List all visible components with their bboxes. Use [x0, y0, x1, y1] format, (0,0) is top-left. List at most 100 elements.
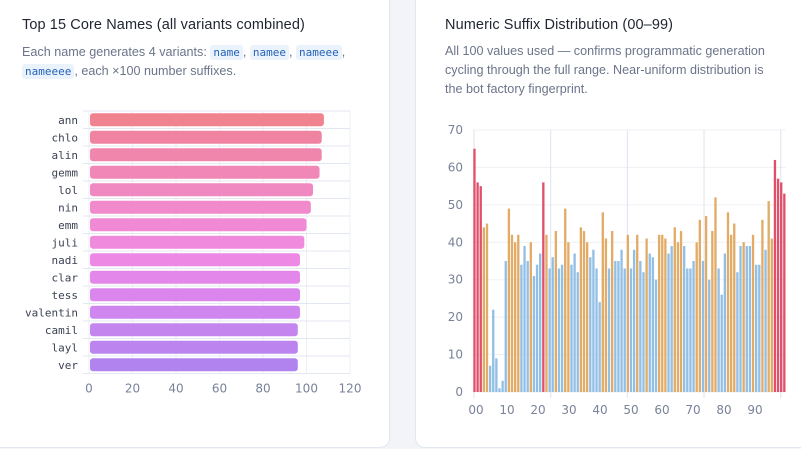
suffix-bar: [501, 380, 504, 392]
suffix-bar: [564, 208, 567, 392]
x-tick-label: 120: [339, 382, 362, 396]
suffix-bar: [495, 358, 498, 392]
suffix-bar: [723, 253, 727, 392]
suffix-bar: [614, 261, 617, 392]
top-names-bar-chart: 0 20 40 60 80 100 120 ann chlo alin gemm lol nin emm j…: [25, 110, 362, 396]
suffix-distribution-description: All 100 values used — confirms programma…: [445, 44, 765, 96]
y-category-label: camil: [45, 324, 78, 337]
suffix-bar: [751, 234, 755, 392]
top-names-description: Each name generates 4 variants: name, na…: [22, 45, 346, 79]
suffix-bar: [482, 227, 486, 392]
suffix-bar: [545, 234, 548, 392]
suffix-bar: [560, 264, 564, 392]
suffix-bar: [761, 219, 764, 392]
suffix-bar: [726, 212, 730, 392]
suffix-bar: [589, 257, 592, 392]
suffix-bar: [607, 268, 611, 392]
top-names-title: Top 15 Core Names (all variants combined…: [22, 17, 305, 33]
x-tick-label: 80: [255, 382, 270, 396]
name-bar: [90, 323, 298, 337]
desc-suffix: , each ×100 number suffixes.: [74, 64, 237, 78]
suffix-bar: [529, 242, 532, 392]
x-tick-label: 0: [85, 382, 93, 396]
suffix-bar: [604, 238, 608, 392]
suffix-bar: [657, 234, 661, 392]
suffix-bar: [701, 261, 705, 392]
suffix-distribution-title: Numeric Suffix Distribution (00–99): [445, 17, 674, 33]
suffix-bar: [758, 264, 761, 392]
y-category-label: juli: [52, 236, 79, 249]
suffix-bar: [704, 216, 708, 392]
suffix-bar: [539, 253, 542, 392]
name-bar: [90, 218, 307, 232]
name-bar: [90, 340, 298, 354]
y-tick-label: 30: [448, 273, 463, 287]
suffix-bar: [645, 238, 648, 392]
suffix-bar: [576, 272, 579, 392]
suffix-bar: [492, 309, 495, 392]
suffix-bar: [676, 242, 680, 392]
suffix-bar: [585, 242, 589, 392]
name-bar: [90, 358, 298, 372]
y-category-label: lol: [58, 184, 78, 197]
y-category-label: tess: [52, 289, 79, 302]
name-bar: [90, 200, 311, 214]
suffix-bar: [679, 231, 683, 392]
suffix-bar: [648, 253, 651, 392]
suffix-bar: [654, 279, 658, 392]
y-tick-label: 20: [448, 310, 463, 324]
suffix-bar: [708, 279, 711, 392]
y-category-label: ann: [58, 114, 78, 127]
suffix-bar: [686, 268, 689, 392]
suffix-bar: [742, 242, 745, 392]
suffix-bar: [548, 268, 551, 392]
y-category-label: clar: [52, 271, 79, 284]
suffix-bar: [476, 182, 479, 392]
y-tick-label: 60: [448, 160, 463, 174]
suffix-bar: [711, 231, 714, 392]
suffix-bar: [582, 231, 586, 392]
suffix-bar: [488, 365, 492, 392]
x-tick-label: 20: [530, 403, 545, 417]
suffix-bar: [551, 257, 554, 392]
suffix-bar: [573, 253, 576, 392]
suffix-bar: [513, 242, 517, 392]
x-tick-label: 00: [468, 403, 483, 417]
suffix-bar: [542, 182, 545, 392]
suffix-bar: [776, 178, 780, 392]
suffix-bar: [598, 302, 601, 392]
x-tick-label: 40: [168, 382, 183, 396]
suffix-bar: [748, 246, 752, 392]
suffix-bar: [636, 234, 639, 392]
suffix-histogram: 0 10 20 30 40 50 60 70 00 10 20 30 40 50 60 70 80 90: [448, 123, 786, 417]
suffix-bar: [773, 159, 777, 392]
suffix-bar: [517, 234, 520, 392]
suffix-bar: [632, 249, 636, 392]
suffix-bar: [557, 268, 561, 392]
suffix-bar: [729, 234, 733, 392]
y-category-label: valentin: [25, 306, 78, 319]
y-category-label: chlo: [52, 131, 79, 144]
suffix-bar: [620, 249, 623, 392]
y-category-label: emm: [58, 219, 78, 232]
suffix-bar: [601, 212, 604, 392]
x-tick-label: 60: [654, 403, 669, 417]
x-tick-label: 60: [212, 382, 227, 396]
suffix-bar: [570, 264, 573, 392]
suffix-bar: [523, 246, 526, 392]
suffix-bar: [745, 246, 748, 392]
y-tick-label: 0: [455, 385, 463, 399]
suffix-bar: [526, 261, 529, 392]
suffix-bar: [623, 268, 626, 392]
suffix-bar: [507, 208, 511, 392]
suffix-bar: [592, 249, 595, 392]
suffix-bar: [498, 388, 501, 392]
name-bar: [90, 148, 322, 162]
suffix-bar: [567, 242, 570, 392]
suffix-bar: [520, 264, 523, 392]
x-tick-label: 80: [716, 403, 731, 417]
y-tick-label: 10: [448, 348, 463, 362]
variant-code-nameeee: nameeee: [22, 64, 75, 79]
top-names-card: Top 15 Core Names (all variants combined…: [0, 0, 390, 448]
suffix-bar: [611, 231, 614, 392]
